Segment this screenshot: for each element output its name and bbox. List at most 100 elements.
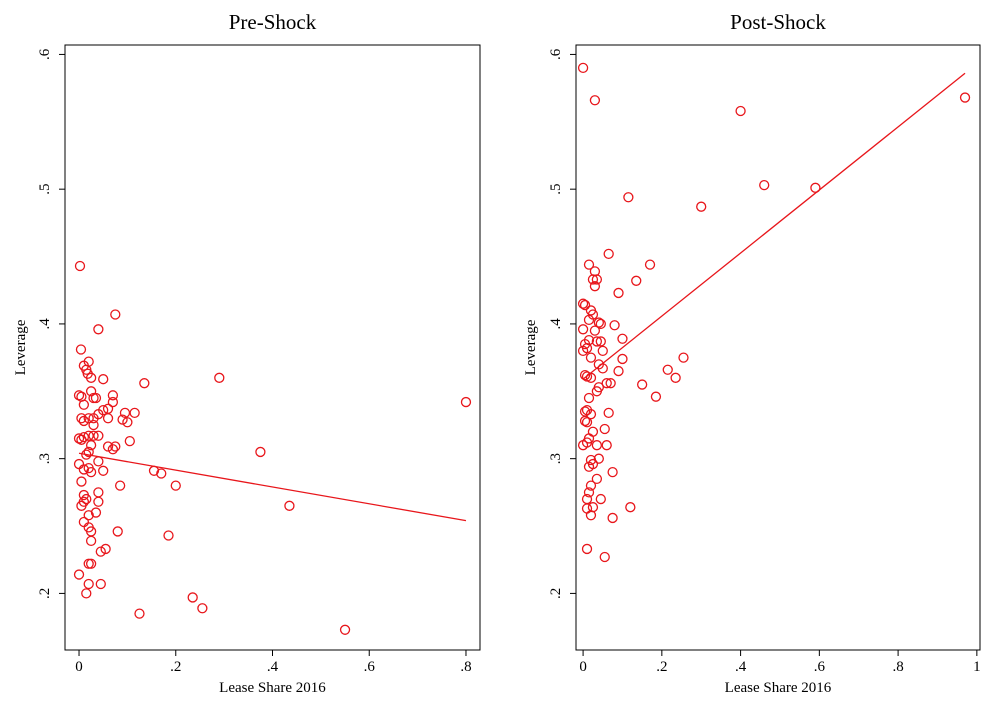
y-tick-label: .3 (37, 453, 53, 464)
scatter-point (75, 344, 87, 355)
scatter-point (585, 409, 597, 420)
scatter-point (81, 588, 92, 599)
scatter-point (579, 369, 591, 381)
scatter-point (650, 391, 662, 402)
scatter-point (579, 415, 591, 427)
scatter-point (117, 414, 128, 425)
scatter-point (583, 433, 595, 444)
scatter-point (589, 95, 601, 106)
y-tick-label: .6 (548, 48, 564, 60)
scatter-point (110, 309, 121, 320)
chart-title: Pre-Shock (229, 10, 317, 34)
y-tick-label: .4 (548, 318, 564, 330)
fit-line (78, 452, 467, 522)
scatter-point (589, 325, 601, 336)
scatter-point (76, 413, 87, 424)
scatter-point (93, 487, 104, 498)
scatter-point (187, 592, 198, 603)
scatter-point (76, 476, 87, 487)
scatter-point (678, 352, 689, 363)
scatter-point (696, 201, 707, 212)
scatter-point (78, 415, 90, 427)
scatter-point (139, 378, 150, 389)
scatter-point (73, 458, 85, 470)
scatter-point (197, 603, 208, 614)
scatter-point (85, 440, 97, 451)
scatter-point (81, 449, 92, 460)
scatter-point (73, 433, 85, 444)
scatter-point (644, 259, 656, 270)
scatter-point (591, 440, 603, 451)
scatter-point (284, 500, 295, 511)
scatter-point (134, 608, 145, 619)
scatter-point (85, 558, 97, 569)
scatter-point (617, 353, 628, 365)
scatter-point (591, 274, 603, 285)
scatter-point (124, 435, 135, 447)
scatter-point (613, 365, 624, 377)
scatter-point (129, 407, 140, 419)
scatter-point (90, 507, 102, 518)
scatter-point (597, 345, 608, 357)
scatter-point (583, 314, 595, 326)
scatter-point (607, 466, 618, 478)
scatter-point (107, 396, 119, 408)
x-tick-label: 0 (579, 659, 587, 675)
chart-title: Post-Shock (730, 10, 826, 34)
scatter-point (595, 493, 606, 505)
x-tick-label: .6 (364, 659, 376, 675)
x-tick-label: .8 (892, 659, 903, 675)
scatter-point (73, 569, 85, 580)
scatter-point (170, 480, 181, 491)
scatter-point (617, 333, 628, 344)
scatter-point (603, 248, 614, 260)
y-tick-label: .5 (548, 184, 564, 195)
scatter-point (593, 382, 604, 393)
scatter-point (595, 336, 606, 347)
scatter-point (583, 487, 595, 498)
scatter-point (581, 543, 593, 555)
scatter-point (959, 92, 971, 103)
scatter-point (74, 260, 86, 272)
scatter-point (88, 419, 99, 431)
scatter-point (601, 440, 612, 451)
fit-line (582, 72, 966, 380)
scatter-point (93, 496, 104, 507)
x-tick-label: .4 (735, 659, 747, 675)
scatter-point (623, 192, 634, 203)
scatter-point (577, 324, 589, 335)
scatter-point (122, 417, 133, 428)
scatter-point (110, 441, 121, 452)
scatter-point (93, 456, 104, 467)
scatter-point (93, 430, 104, 441)
scatter-point (607, 512, 618, 524)
scatter-point (156, 468, 167, 479)
y-tick-label: .4 (37, 318, 53, 330)
scatter-point (609, 320, 620, 331)
scatter-point (759, 179, 770, 191)
scatter-point (85, 535, 97, 547)
scatter-point (85, 372, 97, 383)
scatter-point (78, 431, 90, 443)
x-tick-label: .2 (170, 659, 181, 675)
scatter-point (670, 372, 681, 383)
scatter-point (591, 336, 603, 347)
scatter-point (587, 426, 599, 437)
scatter-point (95, 546, 106, 557)
x-tick-label: 0 (75, 659, 83, 675)
scatter-point (625, 502, 636, 513)
scatter-point (601, 378, 612, 389)
scatter-point (102, 441, 114, 452)
scatter-point (662, 364, 673, 375)
scatter-point (95, 578, 106, 590)
scatter-point (73, 390, 85, 401)
scatter-point (98, 374, 109, 385)
scatter-point (100, 543, 111, 555)
scatter-point (581, 503, 593, 514)
scatter-point (83, 413, 94, 424)
scatter-point (637, 379, 648, 390)
scatter-point (587, 458, 599, 470)
y-axis-title: Leverage (13, 319, 29, 375)
scatter-point (581, 417, 593, 428)
scatter-point (78, 464, 90, 475)
